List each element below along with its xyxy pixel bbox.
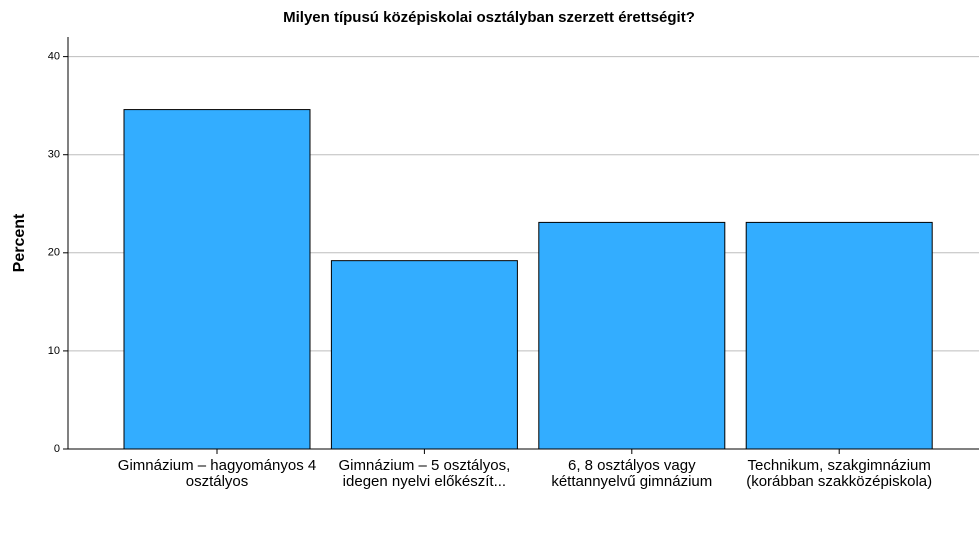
y-tick-label: 30 [48, 149, 60, 161]
y-tick-label: 0 [54, 443, 60, 455]
y-tick-label: 20 [48, 247, 60, 259]
y-tick-label: 10 [48, 345, 60, 357]
x-tick-label: Gimnázium – hagyományos 4 osztályos [117, 457, 317, 490]
bar [123, 109, 311, 450]
bar [330, 260, 518, 450]
chart-title: Milyen típusú középiskolai osztályban sz… [283, 9, 695, 26]
y-axis-label: Percent [11, 213, 28, 272]
x-tick-label: 6, 8 osztályos vagy kéttannyelvű gimnázi… [551, 457, 713, 490]
y-tick-label: 40 [48, 51, 60, 63]
bar [745, 221, 933, 450]
x-tick-label: Gimnázium – 5 osztályos, idegen nyelvi e… [338, 457, 511, 490]
x-tick-label: Technikum, szakgimnázium (korábban szakk… [746, 457, 933, 490]
bar [538, 221, 726, 450]
